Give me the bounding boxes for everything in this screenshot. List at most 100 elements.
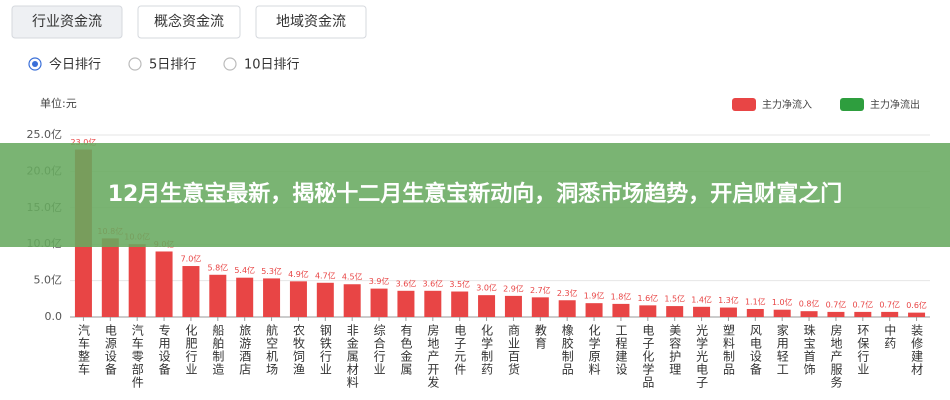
value-label: 0.6亿 [906, 300, 927, 310]
banner-title: 12月生意宝最新，揭秘十二月生意宝新动向，洞悉市场趋势，开启财富之门 [107, 182, 843, 207]
bar [236, 277, 254, 317]
x-tick-label: 综合行业 [372, 324, 386, 376]
radio[interactable] [223, 57, 237, 71]
bar [101, 238, 119, 317]
legend-label: 主力净流出 [870, 98, 920, 111]
tab-label: 概念资金流 [154, 13, 224, 30]
radio-label: 5日排行 [149, 58, 196, 73]
value-label: 4.9亿 [288, 269, 309, 279]
value-label: 4.5亿 [342, 272, 363, 282]
tab[interactable] [255, 5, 367, 39]
bar [558, 300, 576, 317]
value-label: 2.9亿 [503, 283, 524, 293]
x-tick-label: 橡胶制品 [560, 324, 574, 376]
x-tick-label: 商业百货 [506, 323, 520, 376]
value-label: 3.0亿 [476, 283, 497, 293]
value-label: 1.8亿 [611, 291, 632, 301]
legend-swatch [732, 98, 756, 111]
x-tick-label: 塑料制品 [721, 323, 735, 376]
bar [289, 281, 307, 317]
x-tick-label: 汽车零部件 [130, 323, 144, 389]
x-tick-label: 家用轻工 [775, 323, 789, 376]
value-label: 3.9亿 [369, 276, 390, 286]
bar [612, 303, 630, 317]
value-label: 0.7亿 [879, 299, 900, 309]
x-tick-label: 航空机场 [265, 323, 279, 376]
value-label: 5.4亿 [234, 265, 255, 275]
x-tick-label: 船舶制造 [211, 324, 225, 376]
bar [746, 308, 764, 317]
value-label: 1.3亿 [718, 295, 739, 305]
unit-label: 单位:元 [40, 96, 77, 110]
bar [343, 284, 361, 317]
bar [639, 305, 657, 317]
value-label: 7.0亿 [181, 254, 202, 264]
x-tick-label: 房地产开发 [426, 323, 440, 389]
bar [209, 274, 227, 317]
bar [155, 251, 173, 317]
bar [504, 295, 522, 317]
tab-label: 地域资金流 [276, 14, 346, 30]
x-tick-label: 教育 [533, 323, 547, 350]
bar [854, 311, 872, 317]
bar [451, 291, 469, 317]
x-tick-label: 中药 [883, 323, 897, 350]
bar [800, 311, 818, 317]
value-label: 23.0亿 [71, 137, 97, 147]
x-tick-label: 电源设备 [103, 324, 117, 376]
y-tick-label: 0.0 [45, 310, 63, 323]
value-label: 1.5亿 [664, 294, 685, 304]
value-label: 1.0亿 [772, 297, 793, 307]
x-tick-label: 装修建材 [910, 324, 924, 376]
x-tick-label: 电子元件 [453, 324, 467, 376]
radio-dot [32, 61, 38, 67]
legend-swatch [840, 98, 864, 111]
x-tick-label: 化学制药 [480, 324, 494, 376]
value-label: 2.7亿 [530, 285, 551, 295]
y-tick-label: 25.0亿 [27, 128, 63, 141]
y-tick-label: 5.0亿 [34, 274, 63, 287]
value-label: 1.6亿 [637, 293, 658, 303]
x-tick-label: 农牧饲渔 [291, 324, 305, 376]
value-label: 0.7亿 [852, 299, 873, 309]
bar [719, 307, 737, 317]
value-label: 4.7亿 [315, 270, 336, 280]
bar [585, 303, 603, 317]
bar [881, 311, 899, 317]
bar [693, 306, 711, 317]
tab[interactable] [137, 5, 241, 39]
value-label: 1.4亿 [691, 294, 712, 304]
x-tick-label: 光学光电子 [695, 324, 709, 389]
bar [908, 312, 926, 317]
value-label: 5.3亿 [261, 266, 282, 276]
radio[interactable] [128, 57, 142, 71]
tab-label: 行业资金流 [32, 14, 102, 30]
value-label: 3.6亿 [422, 278, 443, 288]
x-tick-label: 非金属材料 [345, 324, 359, 389]
x-tick-label: 专用设备 [157, 323, 171, 376]
bar [773, 309, 791, 317]
value-label: 3.5亿 [449, 279, 470, 289]
legend-label: 主力净流入 [762, 98, 812, 111]
x-tick-label: 化学原料 [587, 324, 601, 376]
bar [827, 311, 845, 317]
bar [370, 288, 388, 317]
x-tick-label: 珠宝首饰 [802, 324, 816, 376]
x-tick-label: 有色金属 [399, 324, 413, 376]
bar [478, 295, 496, 317]
x-tick-label: 汽车整车 [76, 323, 90, 376]
value-label: 1.9亿 [584, 291, 605, 301]
bar [182, 266, 200, 317]
value-label: 5.8亿 [207, 262, 228, 272]
x-tick-label: 旅游酒店 [238, 324, 252, 376]
x-tick-label: 钢铁行业 [318, 324, 332, 376]
x-tick-label: 电子化学品 [641, 324, 655, 389]
value-label: 2.3亿 [557, 288, 578, 298]
x-tick-label: 风电设备 [748, 324, 762, 376]
value-label: 0.7亿 [826, 299, 847, 309]
radio-label: 10日排行 [244, 58, 300, 73]
tab[interactable] [11, 5, 123, 39]
banner: 12月生意宝最新，揭秘十二月生意宝新动向，洞悉市场趋势，开启财富之门 [0, 143, 950, 247]
x-tick-label: 环保行业 [856, 324, 870, 376]
